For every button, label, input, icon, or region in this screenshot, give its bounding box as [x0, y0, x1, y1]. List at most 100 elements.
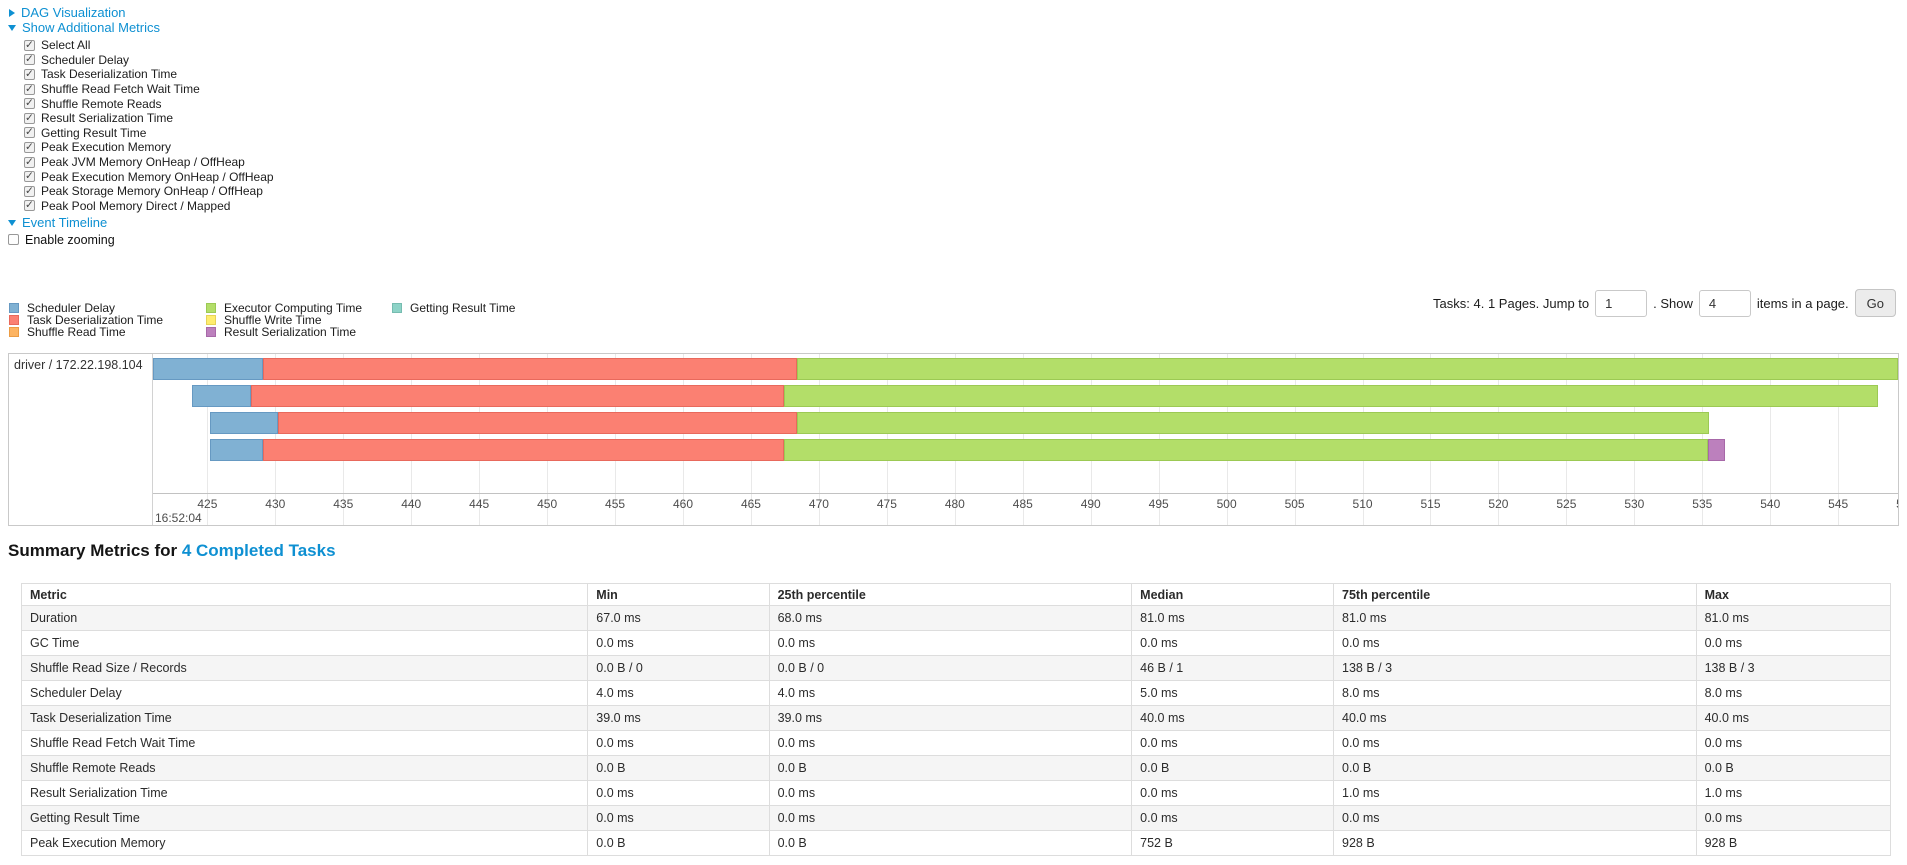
checkbox-checked-icon[interactable]: [24, 141, 35, 153]
checkbox-checked-icon[interactable]: [24, 97, 35, 110]
summary-metrics-heading: Summary Metrics for 4 Completed Tasks: [8, 541, 336, 561]
legend-item-shuffle-read: Shuffle Read Time: [9, 325, 206, 339]
metric-checkbox-label: Select All: [41, 38, 91, 53]
metric-name-cell: Scheduler Delay: [20, 680, 589, 706]
timeline-plot-area: [153, 354, 1898, 493]
checkbox-checked-icon[interactable]: [24, 126, 35, 139]
metric-value-cell: 1.0 ms: [1695, 780, 1892, 806]
metric-value-cell: 0.0 B: [1131, 755, 1334, 781]
metric-value-cell: 0.0 ms: [768, 780, 1133, 806]
segment-executor-computing[interactable]: [783, 439, 1708, 461]
metric-value-cell: 46 B / 1: [1131, 655, 1334, 681]
executor-group-label-cell: driver / 172.22.198.104: [9, 354, 153, 525]
axis-tick-label: 505: [1284, 497, 1305, 511]
pagination-controls: Tasks: 4. 1 Pages. Jump to . Show items …: [1433, 289, 1896, 317]
result-serialization-swatch-icon: [206, 326, 216, 337]
enable-zooming-checkbox[interactable]: [8, 234, 19, 246]
checkbox-checked-icon[interactable]: [24, 112, 35, 124]
page-jump-input[interactable]: [1595, 289, 1648, 317]
table-row: Result Serialization Time 0.0 ms 0.0 ms 0.0…: [20, 780, 1892, 806]
event-timeline-toggle[interactable]: Event Timeline: [8, 215, 274, 230]
completed-tasks-link[interactable]: 4 Completed Tasks: [181, 541, 336, 560]
segment-task-deserialization[interactable]: [263, 358, 798, 380]
axis-tick-label: 450: [537, 497, 558, 511]
segment-scheduler-delay[interactable]: [153, 358, 264, 380]
legend-label: Result Serialization Time: [224, 324, 357, 339]
dag-visualization-toggle[interactable]: DAG Visualization: [8, 5, 274, 20]
metric-value-cell: 752 B: [1131, 830, 1334, 856]
metric-name-cell: Getting Result Time: [20, 805, 589, 831]
axis-tick-label: 540: [1760, 497, 1781, 511]
axis-tick-label: 485: [1012, 497, 1033, 511]
shuffle-write-swatch-icon: [206, 314, 216, 325]
metric-name-cell: Duration: [20, 605, 589, 631]
checkbox-checked-icon[interactable]: [24, 39, 35, 51]
metric-checkbox-label: Peak Pool Memory Direct / Mapped: [41, 198, 231, 213]
checkbox-checked-icon[interactable]: [24, 53, 35, 66]
table-header-row: Metric Min 25th percentile Median 75th perce…: [20, 583, 1892, 606]
table-row: Shuffle Remote Reads 0.0 B 0.0 B 0.0 B 0.0 B…: [20, 755, 1892, 781]
metric-value-cell: 0.0 ms: [1695, 730, 1892, 756]
segment-scheduler-delay[interactable]: [210, 439, 264, 461]
legend-column: Scheduler Delay Task Deserialization Time…: [9, 301, 206, 339]
segment-executor-computing[interactable]: [797, 412, 1710, 434]
event-timeline-chart: driver / 172.22.198.104 16:52:04 425 430 4…: [8, 353, 1899, 526]
checkbox-checked-icon[interactable]: [24, 199, 35, 212]
metric-checkbox-item: Peak Execution Memory: [24, 140, 274, 155]
segment-scheduler-delay[interactable]: [210, 412, 279, 434]
task-bar-row: [153, 385, 1898, 407]
metric-name-cell: Shuffle Read Size / Records: [20, 655, 589, 681]
axis-tick-label: 435: [333, 497, 354, 511]
metric-value-cell: 0.0 B: [768, 755, 1133, 781]
summary-metrics-table: Metric Min 25th percentile Median 75th perce…: [20, 583, 1892, 856]
metric-name-cell: Shuffle Remote Reads: [20, 755, 589, 781]
table-row: Getting Result Time 0.0 ms 0.0 ms 0.0 ms 0.0…: [20, 805, 1892, 831]
metric-value-cell: 4.0 ms: [587, 680, 770, 706]
metric-checkbox-label: Shuffle Read Fetch Wait Time: [41, 82, 200, 97]
segment-executor-computing[interactable]: [783, 385, 1878, 407]
metric-value-cell: 138 B / 3: [1695, 655, 1892, 681]
segment-scheduler-delay[interactable]: [192, 385, 251, 407]
metric-value-cell: 0.0 ms: [768, 730, 1133, 756]
task-deserialization-swatch-icon: [9, 314, 19, 325]
metric-value-cell: 0.0 B: [768, 830, 1133, 856]
metric-value-cell: 39.0 ms: [768, 705, 1133, 731]
metric-name-cell: GC Time: [20, 630, 589, 656]
axis-tick-label: 475: [876, 497, 897, 511]
tasks-pages-text: Tasks: 4. 1 Pages. Jump to: [1433, 295, 1590, 311]
metric-value-cell: 0.0 ms: [1333, 730, 1697, 756]
legend-item-scheduler-delay: Scheduler Delay: [9, 301, 206, 315]
checkbox-checked-icon[interactable]: [24, 185, 35, 197]
segment-task-deserialization[interactable]: [278, 412, 798, 434]
legend-item-result-serialization: Result Serialization Time: [206, 324, 392, 339]
metric-value-cell: 0.0 ms: [587, 805, 770, 831]
checkbox-checked-icon[interactable]: [24, 83, 35, 95]
axis-tick-label: 460: [673, 497, 694, 511]
metric-checkbox-label: Scheduler Delay: [41, 52, 130, 67]
legend-label: Shuffle Write Time: [224, 312, 322, 327]
checkbox-checked-icon[interactable]: [24, 156, 35, 168]
legend-item-executor-computing: Executor Computing Time: [206, 301, 392, 315]
checkbox-checked-icon[interactable]: [24, 68, 35, 80]
timeline-axis-separator: [153, 493, 1898, 494]
segment-executor-computing[interactable]: [797, 358, 1898, 380]
segment-task-deserialization[interactable]: [263, 439, 784, 461]
metric-checkbox-item: Peak JVM Memory OnHeap / OffHeap: [24, 155, 274, 170]
show-additional-metrics-toggle[interactable]: Show Additional Metrics: [8, 20, 274, 35]
show-additional-metrics-label: Show Additional Metrics: [22, 20, 161, 35]
metric-checkbox-item: Task Deserialization Time: [24, 67, 274, 82]
checkbox-checked-icon[interactable]: [24, 170, 35, 183]
metric-value-cell: 81.0 ms: [1695, 605, 1892, 631]
axis-tick-label: 530: [1624, 497, 1645, 511]
enable-zooming-row: Enable zooming: [8, 232, 274, 247]
event-timeline-label: Event Timeline: [22, 215, 108, 231]
segment-result-serialization[interactable]: [1707, 439, 1726, 461]
metric-checkbox-label: Peak Execution Memory: [41, 140, 172, 155]
legend-item-shuffle-write: Shuffle Write Time: [206, 312, 392, 327]
gridline: [1770, 354, 1772, 525]
page-size-input[interactable]: [1698, 289, 1751, 317]
segment-task-deserialization[interactable]: [250, 385, 784, 407]
getting-result-swatch-icon: [392, 302, 402, 313]
metric-value-cell: 68.0 ms: [768, 605, 1133, 631]
go-button[interactable]: Go: [1854, 289, 1896, 317]
